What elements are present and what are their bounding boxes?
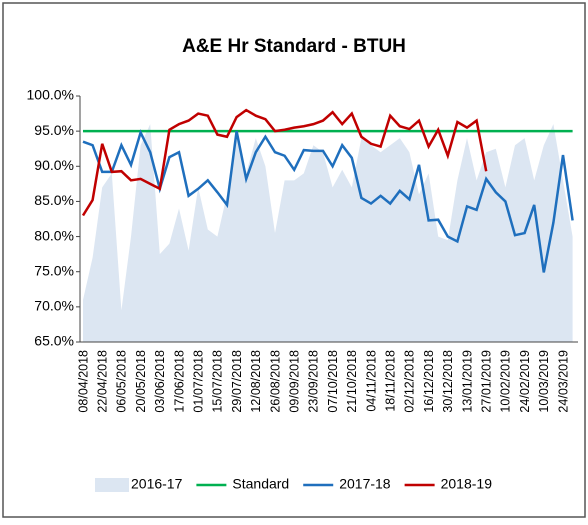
x-tick-label: 24/03/2019: [556, 350, 570, 413]
legend-label: Standard: [232, 476, 289, 492]
chart-title: A&E Hr Standard - BTUH: [182, 36, 406, 57]
y-tick-label: 75.0%: [34, 262, 74, 278]
x-tick-label: 10/03/2019: [537, 350, 551, 413]
x-tick-label: 26/08/2018: [268, 350, 282, 413]
x-tick-label: 09/09/2018: [287, 350, 301, 413]
y-tick-label: 95.0%: [34, 122, 74, 138]
x-tick-label: 24/02/2019: [518, 350, 532, 413]
x-tick-label: 20/05/2018: [134, 350, 148, 413]
y-tick-label: 90.0%: [34, 157, 74, 173]
line: [82, 129, 574, 273]
legend-swatch: [95, 478, 129, 492]
legend-label: 2017-18: [339, 476, 391, 492]
x-tick-label: 27/01/2019: [479, 350, 493, 413]
y-tick-label: 100.0%: [27, 87, 74, 103]
x-tick-label: 22/04/2018: [95, 350, 109, 413]
y-tick-label: 85.0%: [34, 192, 74, 208]
x-tick-label: 18/11/2018: [383, 350, 397, 412]
area: [83, 124, 573, 342]
x-tick-label: 13/01/2019: [460, 350, 474, 413]
x-tick-label: 29/07/2018: [230, 350, 244, 413]
y-tick-label: 80.0%: [34, 227, 74, 243]
x-tick-label: 21/10/2018: [345, 350, 359, 413]
x-tick-label: 07/10/2018: [326, 350, 340, 413]
legend-label: 2018-19: [441, 476, 493, 492]
x-tick-label: 16/12/2018: [422, 350, 436, 413]
x-tick-label: 02/12/2018: [403, 350, 417, 413]
y-tick-label: 70.0%: [34, 298, 74, 314]
x-tick-label: 04/11/2018: [364, 350, 378, 412]
x-tick-label: 30/12/2018: [441, 350, 455, 413]
y-tick-label: 65.0%: [34, 333, 74, 349]
x-tick-label: 06/05/2018: [115, 350, 129, 413]
legend-label: 2016-17: [131, 476, 183, 492]
x-tick-label: 03/06/2018: [153, 350, 167, 413]
x-tick-label: 12/08/2018: [249, 350, 263, 413]
x-tick-label: 17/06/2018: [172, 350, 186, 413]
x-tick-label: 23/09/2018: [307, 350, 321, 413]
x-tick-label: 01/07/2018: [191, 350, 205, 413]
x-tick-label: 10/02/2019: [499, 350, 513, 413]
x-tick-label: 15/07/2018: [211, 350, 225, 413]
x-tick-label: 08/04/2018: [76, 350, 90, 413]
line: [81, 108, 488, 217]
